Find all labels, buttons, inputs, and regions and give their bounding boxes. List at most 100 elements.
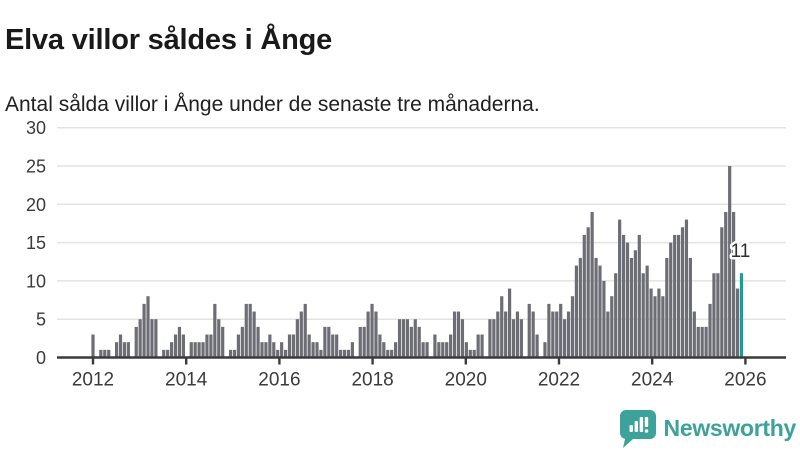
bar [480, 334, 484, 358]
newsworthy-logo[interactable]: Newsworthy [619, 408, 796, 448]
bar [386, 349, 390, 358]
bar [488, 319, 492, 358]
bar [201, 342, 205, 358]
bar [437, 342, 441, 358]
bar [193, 342, 197, 358]
bar [708, 303, 712, 358]
bar [555, 311, 559, 358]
bar [452, 311, 457, 358]
bar [732, 211, 736, 358]
bar [594, 257, 598, 358]
bar [665, 257, 669, 358]
bar [570, 296, 575, 358]
bar [492, 319, 496, 358]
bar [629, 257, 634, 358]
bar [319, 349, 323, 358]
bar [735, 288, 740, 358]
bar [504, 311, 508, 358]
bar [535, 334, 539, 358]
bar [346, 349, 351, 358]
bar [704, 326, 708, 358]
bar [370, 303, 374, 358]
x-tick-label: 2020 [445, 370, 487, 391]
bar [173, 334, 178, 358]
bar [240, 326, 244, 358]
bar [637, 234, 641, 358]
bar [299, 311, 303, 358]
bar [445, 342, 449, 358]
bar [362, 326, 366, 358]
bar [256, 326, 260, 358]
bar [138, 319, 142, 358]
bar [417, 326, 421, 358]
y-tick-label: 0 [36, 348, 46, 368]
bar [500, 296, 504, 358]
bar [696, 326, 700, 358]
bar [724, 211, 728, 358]
chart-title: Elva villor såldes i Ånge [5, 24, 333, 57]
x-tick-label: 2024 [631, 370, 674, 391]
bar [283, 349, 288, 358]
bar [464, 342, 468, 358]
bar [122, 342, 127, 358]
bar [303, 303, 307, 358]
bar [574, 265, 578, 358]
y-tick-label: 10 [26, 271, 46, 291]
y-tick-label: 20 [26, 195, 46, 215]
bar [680, 227, 685, 358]
bar [449, 334, 453, 358]
bar [543, 342, 547, 358]
bar [382, 342, 386, 358]
newsworthy-logo-icon [619, 409, 656, 448]
y-axis: 0 5 10 15 20 25 30 [26, 118, 46, 368]
bar [91, 334, 95, 358]
bar [260, 342, 264, 358]
bar [268, 334, 272, 358]
bar [154, 319, 158, 358]
bar [280, 342, 284, 358]
bar [633, 250, 637, 358]
bar [339, 349, 343, 358]
x-tick-label: 2014 [165, 370, 208, 391]
newsworthy-logo-text: Newsworthy [663, 414, 797, 441]
bar [331, 334, 335, 358]
bar [118, 334, 123, 358]
bar [311, 342, 315, 358]
bar [114, 342, 119, 358]
bar [209, 334, 213, 358]
bar [248, 303, 252, 358]
bar [641, 273, 645, 358]
bar [618, 219, 622, 358]
bar [146, 296, 150, 358]
bar [621, 234, 626, 358]
bar [170, 342, 174, 358]
bar [468, 349, 472, 358]
x-tick-label: 2018 [351, 370, 393, 391]
y-tick-label: 30 [26, 118, 46, 138]
bar [126, 342, 130, 358]
bar [394, 342, 398, 358]
bar [649, 288, 653, 358]
chart-subtitle: Antal sålda villor i Ånge under de senas… [5, 93, 540, 116]
bar [236, 334, 241, 358]
gridlines [57, 126, 786, 320]
bar [327, 326, 331, 358]
bar [197, 342, 201, 358]
bar [99, 349, 103, 358]
bar [582, 234, 586, 358]
bar [315, 342, 319, 358]
bar [358, 326, 362, 358]
bar [519, 319, 523, 358]
bar [460, 319, 465, 358]
bar [252, 311, 256, 358]
bar [625, 242, 630, 358]
bar [217, 319, 221, 358]
bar [531, 311, 535, 358]
bar [515, 311, 520, 358]
bar [166, 349, 170, 358]
bar [669, 242, 673, 358]
bar [456, 311, 461, 358]
bar [688, 257, 692, 358]
bar [366, 311, 370, 358]
last-value-label: 11 [731, 241, 751, 262]
